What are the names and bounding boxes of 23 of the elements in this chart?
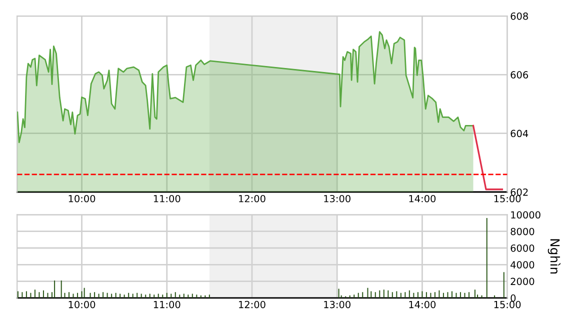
y-tick-label: 602	[510, 188, 528, 196]
x-tick-label: 12:00	[239, 194, 266, 202]
y-tick-label: 2000	[510, 278, 534, 286]
x-tick-label: 13:00	[324, 194, 350, 202]
y-tick-label: 604	[510, 130, 528, 138]
y-tick-label: 6000	[510, 244, 534, 252]
x-tick-label: 14:00	[409, 300, 436, 308]
x-tick-label: 11:00	[154, 300, 180, 308]
y-tick-label: 8000	[510, 228, 534, 236]
x-tick-label: 15:00	[494, 194, 521, 202]
y-axis-title: Nghìn	[548, 239, 560, 274]
y-tick-label: 10000	[511, 211, 540, 219]
y-tick-label: 606	[510, 71, 528, 78]
x-tick-label: 13:00	[324, 300, 350, 308]
x-tick-label: 14:00	[409, 194, 436, 202]
x-tick-label: 15:00	[494, 300, 521, 308]
y-tick-label: 608	[510, 12, 528, 20]
y-tick-label: 4000	[510, 261, 534, 268]
y-tick-label: 0	[510, 294, 516, 302]
x-tick-label: 10:00	[68, 300, 96, 308]
x-tick-label: 12:00	[239, 300, 266, 308]
x-tick-label: 11:00	[154, 194, 180, 202]
x-tick-label: 10:00	[68, 194, 96, 202]
